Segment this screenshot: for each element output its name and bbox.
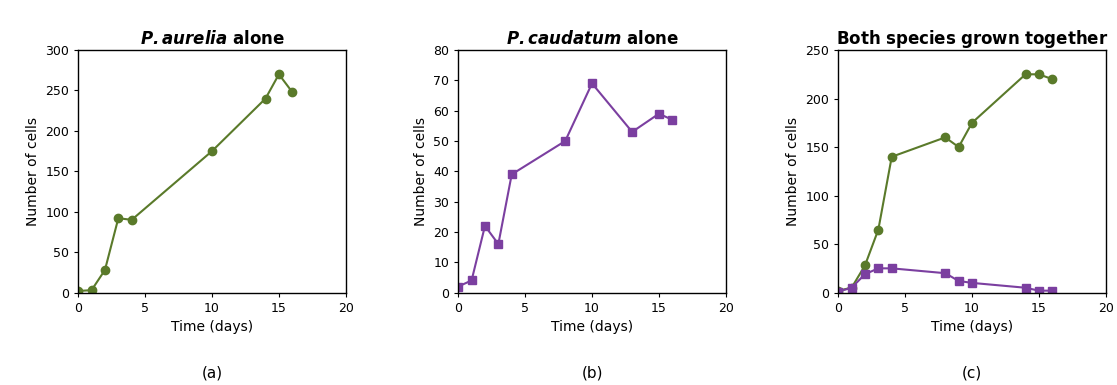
Y-axis label: Number of cells: Number of cells [413,117,428,226]
Text: (b): (b) [581,365,603,380]
Title: $\bfit{P. caudatum}$ $\bf{alone}$: $\bfit{P. caudatum}$ $\bf{alone}$ [506,30,678,49]
Text: (c): (c) [962,365,982,380]
X-axis label: Time (days): Time (days) [551,320,633,334]
Y-axis label: Number of cells: Number of cells [785,117,800,226]
Title: $\bfit{P. aurelia}$ $\bf{alone}$: $\bfit{P. aurelia}$ $\bf{alone}$ [140,30,285,49]
Text: (a): (a) [201,365,222,380]
X-axis label: Time (days): Time (days) [930,320,1013,334]
X-axis label: Time (days): Time (days) [171,320,254,334]
Y-axis label: Number of cells: Number of cells [26,117,40,226]
Title: $\bf{Both\ species\ grown\ together}$: $\bf{Both\ species\ grown\ together}$ [836,28,1108,50]
